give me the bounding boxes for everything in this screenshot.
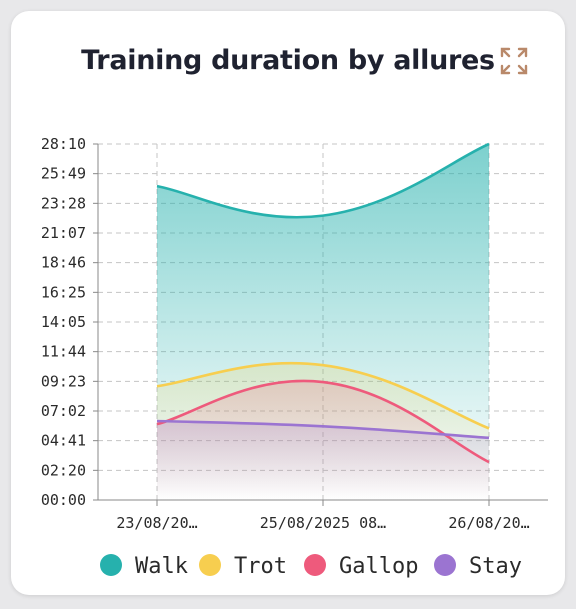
series-areas (157, 144, 489, 500)
y-tick-label: 11:44 (41, 343, 86, 361)
y-tick-label: 21:07 (41, 224, 86, 242)
y-tick-label: 00:00 (41, 491, 86, 509)
expand-icon[interactable] (499, 46, 529, 76)
chart-title: Training duration by allures (81, 45, 495, 76)
line-trot (156, 361, 490, 430)
x-tick-label: 25/08/2025 08… (260, 514, 386, 532)
y-tick-label: 16:25 (41, 283, 86, 301)
y-tick-label: 09:23 (41, 372, 86, 390)
area-stay (157, 421, 489, 500)
y-tick-label: 18:46 (41, 254, 86, 272)
legend-label-walk[interactable]: Walk (135, 554, 188, 579)
axes: 00:00 02:20 04:41 07:02 09:23 11:44 14:05 16:25… (41, 135, 548, 532)
line-gallop (156, 379, 490, 464)
y-tick-label: 25:49 (41, 165, 86, 183)
y-tick-label: 02:20 (41, 461, 86, 479)
y-tick-label: 23:28 (41, 194, 86, 212)
line-stay (156, 419, 490, 440)
legend-marker-stay[interactable] (434, 554, 456, 576)
legend-label-gallop[interactable]: Gallop (339, 554, 418, 579)
legend-marker-gallop[interactable] (304, 554, 326, 576)
legend-label-trot[interactable]: Trot (234, 554, 287, 579)
x-tick-label: 26/08/20… (448, 514, 529, 532)
legend-marker-trot[interactable] (199, 554, 221, 576)
x-tick-label: 23/08/20… (116, 514, 197, 532)
legend-marker-walk[interactable] (100, 554, 122, 576)
line-walk (156, 142, 490, 219)
legend: Walk Trot Gallop Stay (100, 554, 522, 579)
y-tick-label: 07:02 (41, 402, 86, 420)
series-lines (156, 142, 490, 464)
y-tick-label: 04:41 (41, 432, 86, 450)
y-tick-label: 14:05 (41, 313, 86, 331)
y-tick-label: 28:10 (41, 135, 86, 153)
legend-label-stay[interactable]: Stay (469, 554, 522, 579)
